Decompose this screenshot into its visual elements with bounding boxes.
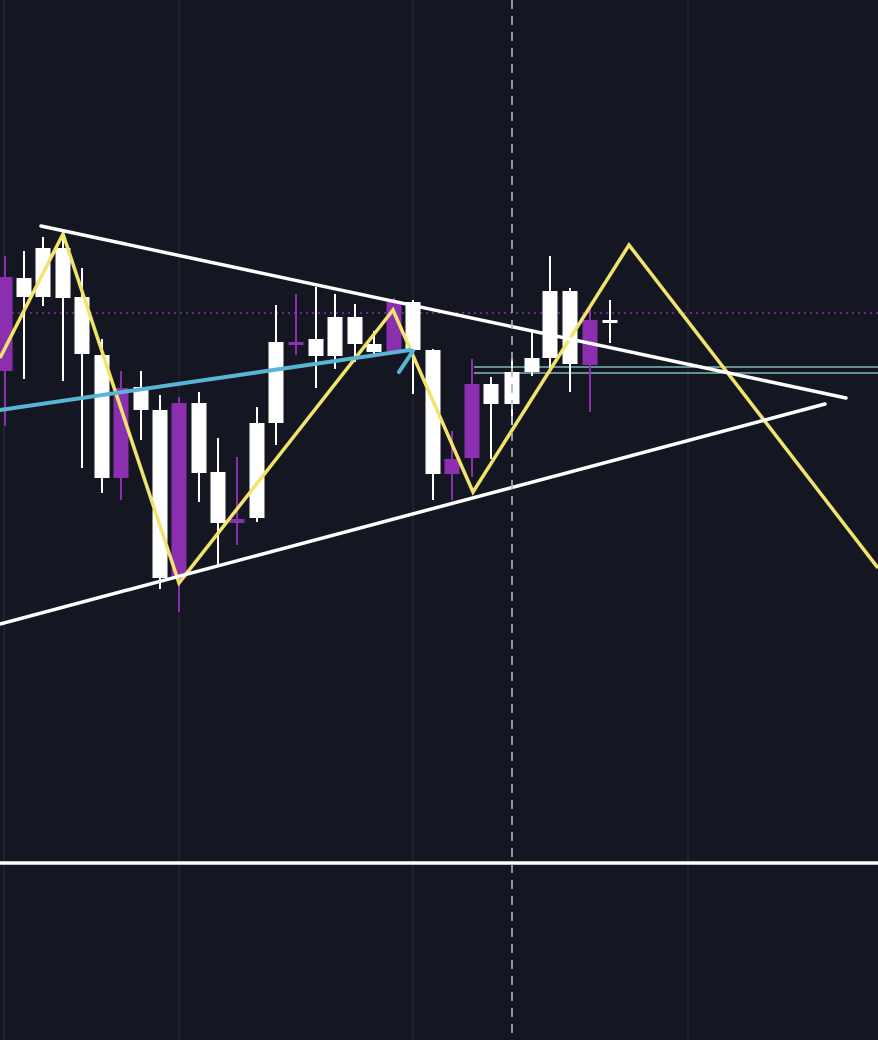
grid-lines (3, 0, 689, 1040)
candle-24[interactable] (464, 359, 480, 477)
candle-body-9[interactable] (171, 403, 187, 578)
candle-28[interactable] (542, 256, 558, 371)
level-lines (0, 312, 878, 374)
candle-0[interactable] (0, 256, 13, 426)
blue-trendline[interactable] (0, 348, 412, 412)
candle-11[interactable] (210, 438, 226, 566)
candle-21[interactable] (405, 300, 421, 394)
candle-body-4[interactable] (74, 297, 90, 354)
candle-7[interactable] (133, 371, 149, 440)
candle-15[interactable] (288, 294, 304, 355)
candle-body-17[interactable] (327, 317, 343, 356)
candle-12[interactable] (229, 457, 245, 545)
candle-8[interactable] (152, 395, 168, 589)
candle-14[interactable] (268, 305, 284, 445)
candle-body-1[interactable] (16, 278, 32, 297)
candle-13[interactable] (249, 407, 265, 522)
candle-body-24[interactable] (464, 384, 480, 458)
candle-5[interactable] (94, 339, 110, 493)
candle-body-7[interactable] (133, 387, 149, 410)
candle-body-25[interactable] (483, 384, 499, 404)
candle-25[interactable] (483, 377, 499, 459)
lower-trendline[interactable] (0, 402, 827, 626)
candle-body-21[interactable] (405, 302, 421, 350)
candle-3[interactable] (55, 236, 71, 381)
candle-body-31[interactable] (602, 320, 618, 323)
candle-body-8[interactable] (152, 410, 168, 578)
candle-body-19[interactable] (366, 344, 382, 352)
candle-body-14[interactable] (268, 342, 284, 423)
candle-body-23[interactable] (444, 459, 460, 474)
candle-body-5[interactable] (94, 355, 110, 478)
candle-17[interactable] (327, 294, 343, 369)
candle-body-18[interactable] (347, 317, 363, 344)
candle-body-27[interactable] (524, 358, 540, 372)
candle-body-22[interactable] (425, 350, 441, 474)
zigzag-line[interactable] (0, 229, 878, 587)
candle-body-13[interactable] (249, 423, 265, 518)
candle-body-3[interactable] (55, 248, 71, 298)
candle-body-10[interactable] (191, 403, 207, 473)
candle-4[interactable] (74, 268, 90, 468)
candle-body-16[interactable] (308, 339, 324, 356)
candle-27[interactable] (524, 329, 540, 376)
blue-stub[interactable] (397, 349, 415, 374)
candle-16[interactable] (308, 287, 324, 388)
candle-1[interactable] (16, 251, 32, 379)
candle-body-11[interactable] (210, 472, 226, 523)
upper-trendline[interactable] (39, 224, 848, 400)
candle-18[interactable] (347, 304, 363, 362)
candle-body-15[interactable] (288, 342, 304, 345)
candle-body-12[interactable] (229, 519, 245, 523)
candle-body-0[interactable] (0, 277, 13, 371)
candle-body-28[interactable] (542, 291, 558, 358)
drawing-overlays[interactable] (0, 224, 878, 865)
candle-body-6[interactable] (113, 388, 129, 478)
candle-10[interactable] (191, 392, 207, 502)
candle-22[interactable] (425, 349, 441, 500)
candle-31[interactable] (602, 300, 618, 343)
